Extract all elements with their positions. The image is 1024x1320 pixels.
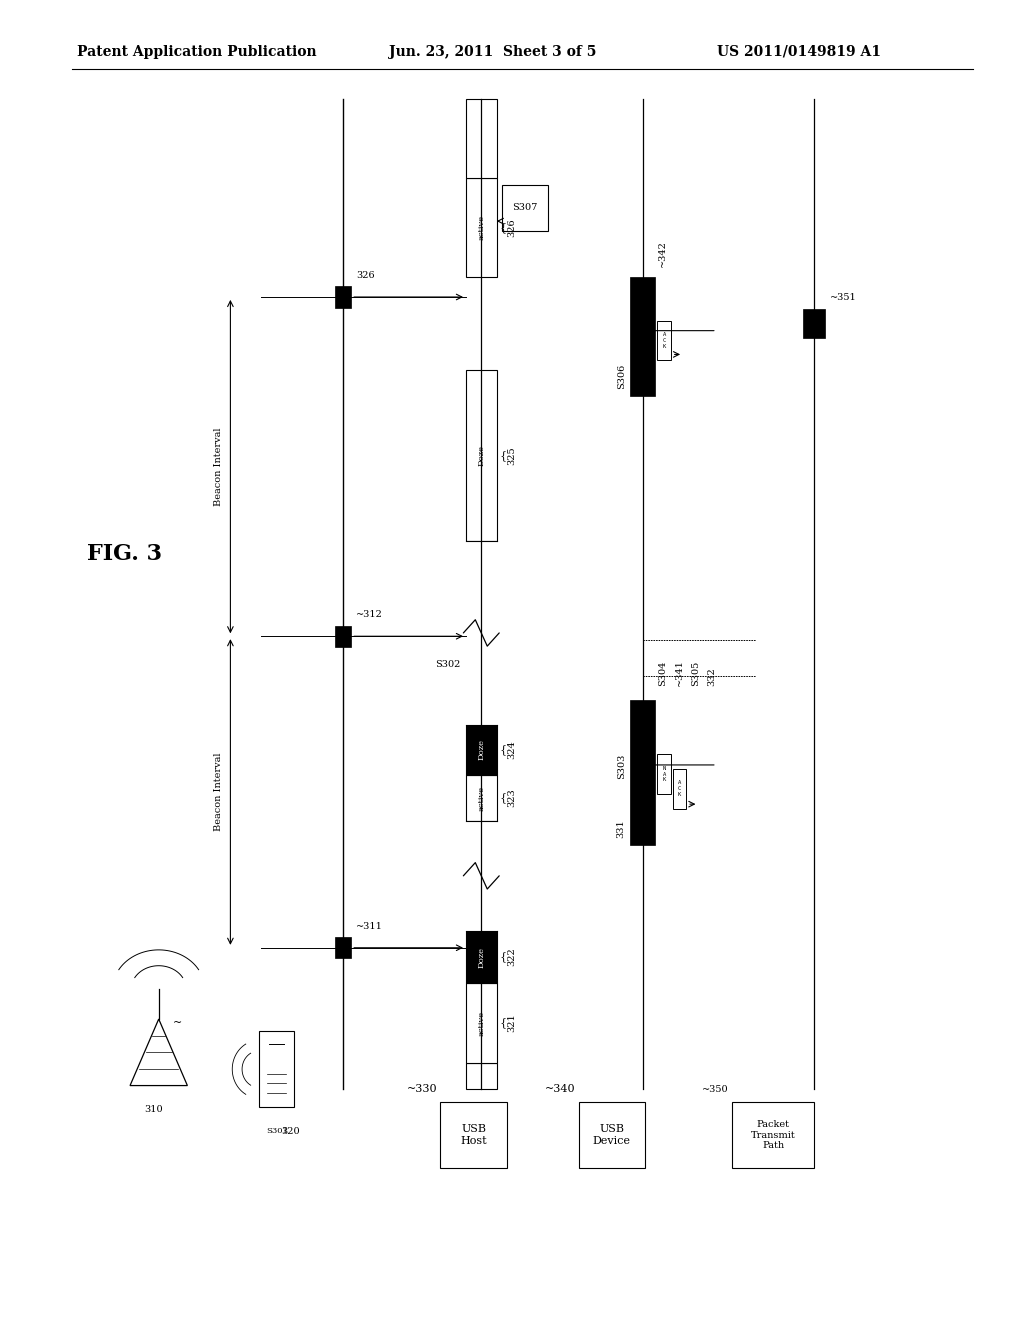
Text: S306: S306 xyxy=(616,364,626,389)
Text: 321: 321 xyxy=(507,1014,516,1032)
Text: 326: 326 xyxy=(356,271,375,280)
Bar xyxy=(466,983,497,1063)
Text: Beacon Interval: Beacon Interval xyxy=(214,428,222,506)
Text: ~312: ~312 xyxy=(356,610,383,619)
Bar xyxy=(630,700,655,845)
Text: active: active xyxy=(477,215,485,240)
Text: 323: 323 xyxy=(507,788,516,808)
Text: Doze: Doze xyxy=(477,445,485,466)
Text: S302: S302 xyxy=(435,660,461,669)
Bar xyxy=(259,1031,294,1107)
Text: ~311: ~311 xyxy=(356,921,383,931)
Text: 320: 320 xyxy=(282,1127,300,1137)
Bar xyxy=(466,725,497,775)
Text: S305: S305 xyxy=(691,661,700,686)
Text: US 2011/0149819 A1: US 2011/0149819 A1 xyxy=(717,45,881,59)
Bar xyxy=(466,541,497,725)
Text: ~342: ~342 xyxy=(658,240,668,267)
Bar xyxy=(466,821,497,931)
Bar xyxy=(466,99,497,178)
Text: 326: 326 xyxy=(507,218,516,238)
Text: S307: S307 xyxy=(512,203,538,213)
Bar xyxy=(803,309,825,338)
Text: ~350: ~350 xyxy=(702,1085,729,1094)
Text: ~330: ~330 xyxy=(407,1084,437,1094)
Text: ~340: ~340 xyxy=(545,1084,575,1094)
Text: 325: 325 xyxy=(507,446,516,465)
Text: 332: 332 xyxy=(708,668,717,686)
Bar xyxy=(335,286,351,308)
Bar xyxy=(466,178,497,277)
Bar xyxy=(466,1063,497,1089)
Text: ~341: ~341 xyxy=(675,660,684,686)
Text: ~: ~ xyxy=(173,1018,182,1028)
Text: USB
Host: USB Host xyxy=(460,1125,487,1146)
Bar xyxy=(466,775,497,821)
Bar xyxy=(630,277,655,396)
Text: {: { xyxy=(500,792,507,804)
Text: 324: 324 xyxy=(507,741,516,759)
Bar xyxy=(657,321,671,360)
Text: 331: 331 xyxy=(616,820,626,838)
Bar xyxy=(466,931,497,983)
Text: ~351: ~351 xyxy=(830,293,857,302)
Bar xyxy=(335,937,351,958)
Text: A
C
K: A C K xyxy=(663,333,666,348)
Text: A
C
K: A C K xyxy=(678,780,681,797)
Bar xyxy=(657,755,671,795)
Text: {: { xyxy=(500,744,507,755)
Text: S304: S304 xyxy=(658,661,668,686)
Bar xyxy=(440,1102,507,1168)
Text: 310: 310 xyxy=(144,1105,163,1114)
Text: active: active xyxy=(477,1010,485,1036)
Text: {: { xyxy=(500,952,507,962)
Text: Packet
Transmit
Path: Packet Transmit Path xyxy=(751,1121,796,1150)
Bar xyxy=(579,1102,645,1168)
Text: Patent Application Publication: Patent Application Publication xyxy=(77,45,316,59)
Text: USB
Device: USB Device xyxy=(593,1125,631,1146)
Text: FIG. 3: FIG. 3 xyxy=(87,544,162,565)
Text: {: { xyxy=(500,450,507,461)
Bar xyxy=(502,185,548,231)
Text: {: { xyxy=(500,1018,507,1028)
Text: {: { xyxy=(500,222,507,234)
Bar xyxy=(466,370,497,541)
Bar xyxy=(732,1102,814,1168)
Text: S301: S301 xyxy=(266,1127,289,1135)
Bar xyxy=(673,768,686,808)
Text: 322: 322 xyxy=(507,948,516,966)
Bar xyxy=(335,626,351,647)
Text: S303: S303 xyxy=(616,754,626,779)
Text: N
A
K: N A K xyxy=(663,766,666,783)
Text: Jun. 23, 2011  Sheet 3 of 5: Jun. 23, 2011 Sheet 3 of 5 xyxy=(389,45,597,59)
Text: Beacon Interval: Beacon Interval xyxy=(214,752,222,832)
Text: Doze: Doze xyxy=(477,739,485,760)
Text: Doze: Doze xyxy=(477,946,485,968)
Text: active: active xyxy=(477,785,485,810)
